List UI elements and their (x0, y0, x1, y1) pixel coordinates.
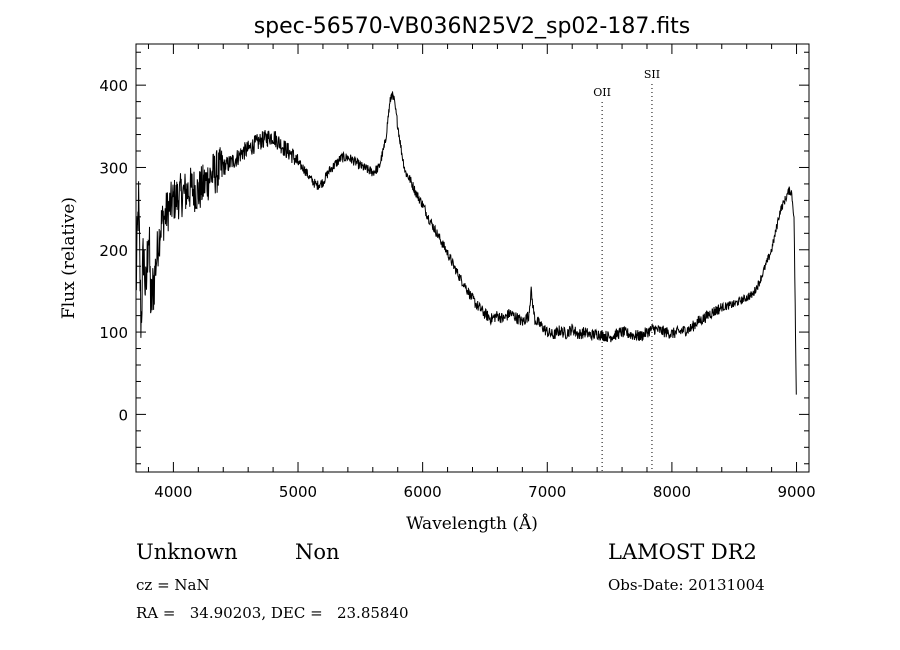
coordinates-readout: RA = 34.90203, DEC = 23.85840 (136, 604, 409, 622)
spectral-line-markers: OII SII (593, 68, 660, 472)
plot-frame (135, 43, 810, 473)
x-tick-label: 9000 (777, 483, 815, 501)
x-axis-label: Wavelength (Å) (406, 513, 538, 534)
x-tick-label: 8000 (653, 483, 691, 501)
y-tick-label: 100 (99, 324, 128, 342)
x-tick-label: 6000 (404, 483, 442, 501)
axis-ticks (136, 44, 809, 472)
survey-name: LAMOST DR2 (608, 540, 757, 564)
y-tick-label: 200 (99, 242, 128, 260)
y-tick-label: 400 (99, 77, 128, 95)
y-axis-label: Flux (relative) (59, 197, 79, 319)
spectrum-line (135, 91, 797, 395)
x-tick-label: 7000 (528, 483, 566, 501)
y-tick-label: 0 (118, 406, 128, 424)
x-tick-label: 5000 (279, 483, 317, 501)
object-class: Unknown (136, 540, 238, 564)
object-subclass: Non (295, 540, 340, 564)
y-tick-label: 300 (99, 159, 128, 177)
spectral-line-label: SII (644, 68, 660, 81)
chart-title: spec-56570-VB036N25V2_sp02-187.fits (254, 14, 691, 39)
x-tick-label: 4000 (154, 483, 192, 501)
observation-date: Obs-Date: 20131004 (608, 576, 765, 594)
axis-tick-labels: 4000 5000 6000 7000 8000 9000 0 100 200 300 400 (99, 77, 815, 501)
redshift-readout: cz = NaN (136, 576, 210, 594)
spectral-line-label: OII (593, 86, 611, 99)
